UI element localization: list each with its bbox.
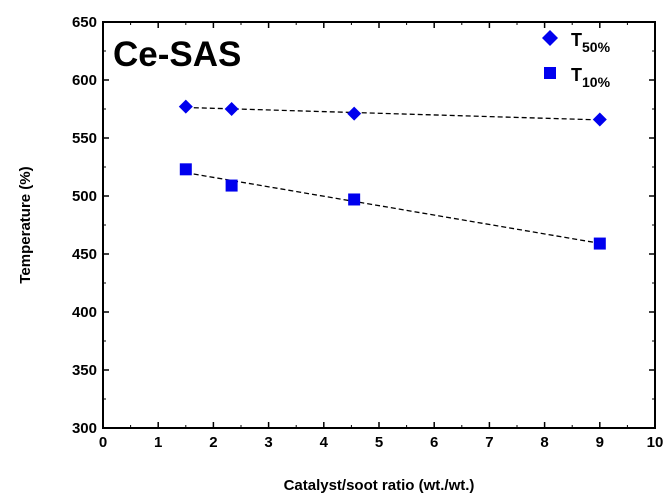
data-point-square (225, 179, 238, 192)
legend: T50% T10% (542, 30, 611, 90)
legend-marker-diamond (542, 30, 558, 46)
x-tick-label: 7 (485, 434, 493, 451)
x-tick-label: 8 (540, 434, 548, 451)
data-point-square (179, 163, 192, 176)
data-point-diamond (592, 112, 607, 127)
legend-label-t10: T10% (571, 65, 611, 90)
x-tick-label: 2 (209, 434, 217, 451)
x-tick-label: 10 (647, 434, 664, 451)
y-tick-label: 400 (72, 304, 97, 321)
legend-entry-t50: T50% (542, 30, 611, 55)
x-tick-label: 1 (154, 434, 162, 451)
legend-label-t50: T50% (571, 30, 611, 55)
legend-marker-square (544, 67, 556, 79)
data-points (178, 99, 607, 250)
data-point-square (593, 237, 606, 250)
x-tick-label: 6 (430, 434, 438, 451)
legend-label-t50-sub: 50% (582, 39, 611, 55)
y-tick-label: 350 (72, 362, 97, 379)
y-axis-title: Temperature (%) (17, 166, 34, 283)
legend-entry-t10: T10% (544, 65, 611, 90)
x-tick-label: 4 (320, 434, 329, 451)
y-tick-label: 600 (72, 72, 97, 89)
x-tick-label: 0 (99, 434, 107, 451)
trendline-t50 (185, 106, 600, 121)
trendline-t10 (185, 172, 600, 244)
x-tick-label: 3 (264, 434, 272, 451)
x-tick-label: 9 (596, 434, 604, 451)
data-point-square (348, 193, 361, 206)
y-tick-label: 300 (72, 420, 97, 437)
chart-annotation: Ce-SAS (113, 35, 241, 74)
legend-label-t50-main: T (571, 30, 582, 50)
y-axis-ticks: 300 350 400 450 500 550 600 650 (72, 14, 655, 437)
data-point-diamond (178, 99, 193, 114)
y-tick-label: 450 (72, 246, 97, 263)
y-tick-label: 500 (72, 188, 97, 205)
x-tick-label: 5 (375, 434, 383, 451)
legend-label-t10-main: T (571, 65, 582, 85)
data-point-diamond (224, 102, 239, 116)
legend-label-t10-sub: 10% (582, 74, 611, 90)
y-tick-label: 550 (72, 130, 97, 147)
x-axis-title: Catalyst/soot ratio (wt./wt.) (284, 477, 475, 494)
x-axis-ticks: 0 1 2 3 4 5 6 7 8 9 10 (99, 22, 664, 451)
trendlines (185, 106, 600, 244)
data-point-diamond (347, 106, 362, 121)
y-tick-label: 650 (72, 14, 97, 31)
